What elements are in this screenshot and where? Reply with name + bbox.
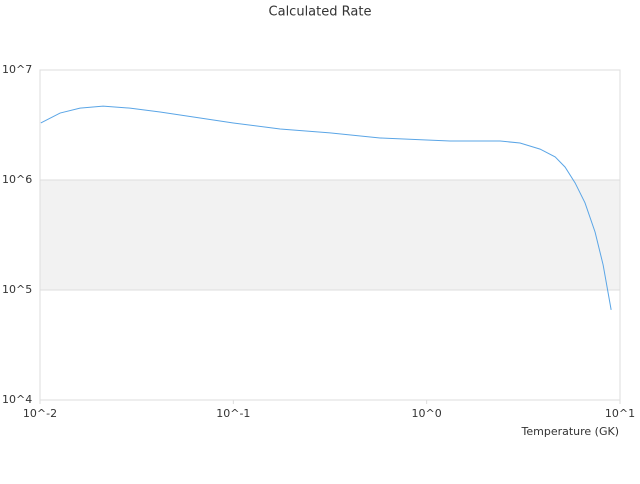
y-tick-label: 10^5: [2, 283, 32, 296]
data-line: [40, 105, 612, 310]
x-tick-label: 10^0: [412, 407, 442, 420]
y-tick-label: 10^4: [2, 393, 32, 406]
shaded-band: [40, 180, 620, 290]
x-tick-label: 10^1: [605, 407, 635, 420]
y-tick-label: 10^6: [2, 173, 32, 186]
y-tick-label: 10^7: [2, 63, 32, 76]
x-axis-label: Temperature (GK): [521, 425, 620, 438]
x-tick-label: 10^-2: [23, 407, 57, 420]
x-tick-label: 10^-1: [216, 407, 250, 420]
chart-title: Calculated Rate: [269, 5, 372, 20]
